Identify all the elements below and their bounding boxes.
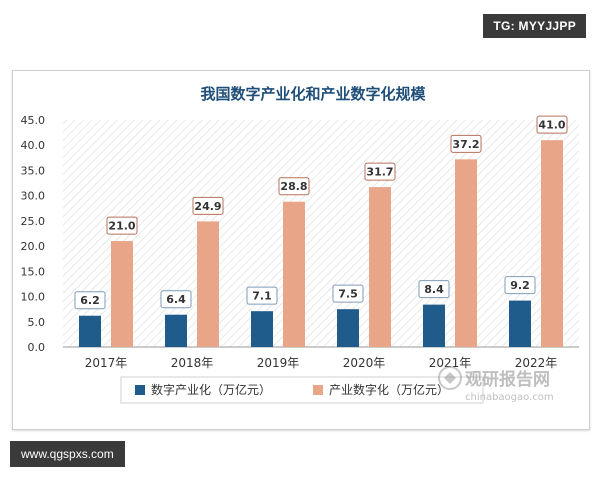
data-label: 7.1 xyxy=(252,290,272,303)
y-tick-label: 10.0 xyxy=(21,291,46,304)
legend-label: 产业数字化（万亿元） xyxy=(329,382,449,397)
data-label-box xyxy=(504,276,536,295)
bar-digital-industrialization xyxy=(423,304,445,347)
data-label: 21.0 xyxy=(108,220,135,233)
y-tick-label: 0.0 xyxy=(28,341,46,354)
bar-industrial-digitalization xyxy=(455,159,477,347)
data-label-box xyxy=(160,290,192,309)
bar-industrial-digitalization xyxy=(369,187,391,347)
data-label: 37.2 xyxy=(452,138,479,151)
chart-title: 我国数字产业化和产业数字化规模 xyxy=(200,85,426,103)
y-axis: 0.0 5.0 10.0 15.0 20.0 25.0 30.0 35.0 40.0 45.0 xyxy=(21,114,579,354)
watermark: 观研报告网 chinabaogao.com xyxy=(438,366,554,403)
bar-industrial-digitalization xyxy=(111,241,133,347)
watermark-logo-mark-icon xyxy=(444,372,456,384)
legend-box xyxy=(120,376,484,404)
data-label-box xyxy=(418,280,450,299)
watermark-brand: 观研报告网 xyxy=(464,369,550,390)
data-label-box xyxy=(246,286,278,305)
data-label: 41.0 xyxy=(538,119,565,132)
bar-digital-industrialization xyxy=(509,300,531,347)
bar-industrial-digitalization xyxy=(197,221,219,347)
watermark-url: chinabaogao.com xyxy=(465,392,554,403)
data-label-box xyxy=(364,162,396,181)
plot-background xyxy=(63,120,579,347)
data-label-box xyxy=(74,291,106,310)
bar-industrial-digitalization xyxy=(283,201,305,347)
y-tick-label: 20.0 xyxy=(21,240,46,253)
y-tick-label: 25.0 xyxy=(21,215,46,228)
y-tick-label: 40.0 xyxy=(21,139,46,152)
data-label-box xyxy=(536,115,568,134)
x-tick-label: 2022年 xyxy=(515,356,558,370)
legend: 数字产业化（万亿元） 产业数字化（万亿元） xyxy=(120,376,484,404)
data-label: 6.2 xyxy=(80,294,100,307)
y-tick-label: 35.0 xyxy=(21,164,46,177)
data-label: 24.9 xyxy=(194,200,221,213)
bar-digital-industrialization xyxy=(251,311,273,347)
x-tick-label: 2018年 xyxy=(171,356,214,370)
y-tick-label: 30.0 xyxy=(21,190,46,203)
data-label-box xyxy=(106,216,138,235)
bar-industrial-digitalization xyxy=(541,140,563,347)
y-tick-label: 5.0 xyxy=(28,316,46,329)
bar-chart: 我国数字产业化和产业数字化规模 0.0 5.0 10.0 15.0 20.0 25.0 30… xyxy=(21,85,579,404)
data-label: 28.8 xyxy=(280,180,307,193)
bar-digital-industrialization xyxy=(79,315,101,347)
data-label: 7.5 xyxy=(338,288,358,301)
bar-digital-industrialization xyxy=(165,314,187,347)
legend-label: 数字产业化（万亿元） xyxy=(151,382,271,397)
data-label-box xyxy=(450,134,482,153)
bar-digital-industrialization xyxy=(337,309,359,347)
chart-frame: 我国数字产业化和产业数字化规模 0.0 5.0 10.0 15.0 20.0 25.0 30… xyxy=(12,70,590,430)
watermark-logo-icon xyxy=(438,366,462,390)
legend-swatch xyxy=(135,385,145,395)
data-label: 8.4 xyxy=(424,283,444,296)
data-label-box xyxy=(332,284,364,303)
data-label: 6.4 xyxy=(166,293,186,306)
legend-swatch xyxy=(313,385,323,395)
y-tick-label: 45.0 xyxy=(21,114,46,127)
x-tick-label: 2021年 xyxy=(429,356,472,370)
site-url-badge: www.qgspxs.com xyxy=(10,441,125,467)
x-tick-label: 2019年 xyxy=(257,356,300,370)
tg-badge: TG: MYYJJPP xyxy=(483,14,586,38)
x-tick-label: 2020年 xyxy=(343,356,386,370)
data-label-box xyxy=(192,196,224,215)
y-tick-label: 15.0 xyxy=(21,265,46,278)
x-axis: 2017年 2018年 2019年 2020年 2021年 2022年 xyxy=(85,356,558,370)
x-tick-label: 2017年 xyxy=(85,356,128,370)
bars: 6.2 21.0 6.4 24.9 7.1 28.8 7.5 31.7 8.4 37.2 9.2 41… xyxy=(74,115,568,347)
data-label-box xyxy=(278,177,310,196)
data-label: 31.7 xyxy=(366,166,393,179)
data-label: 9.2 xyxy=(510,279,530,292)
